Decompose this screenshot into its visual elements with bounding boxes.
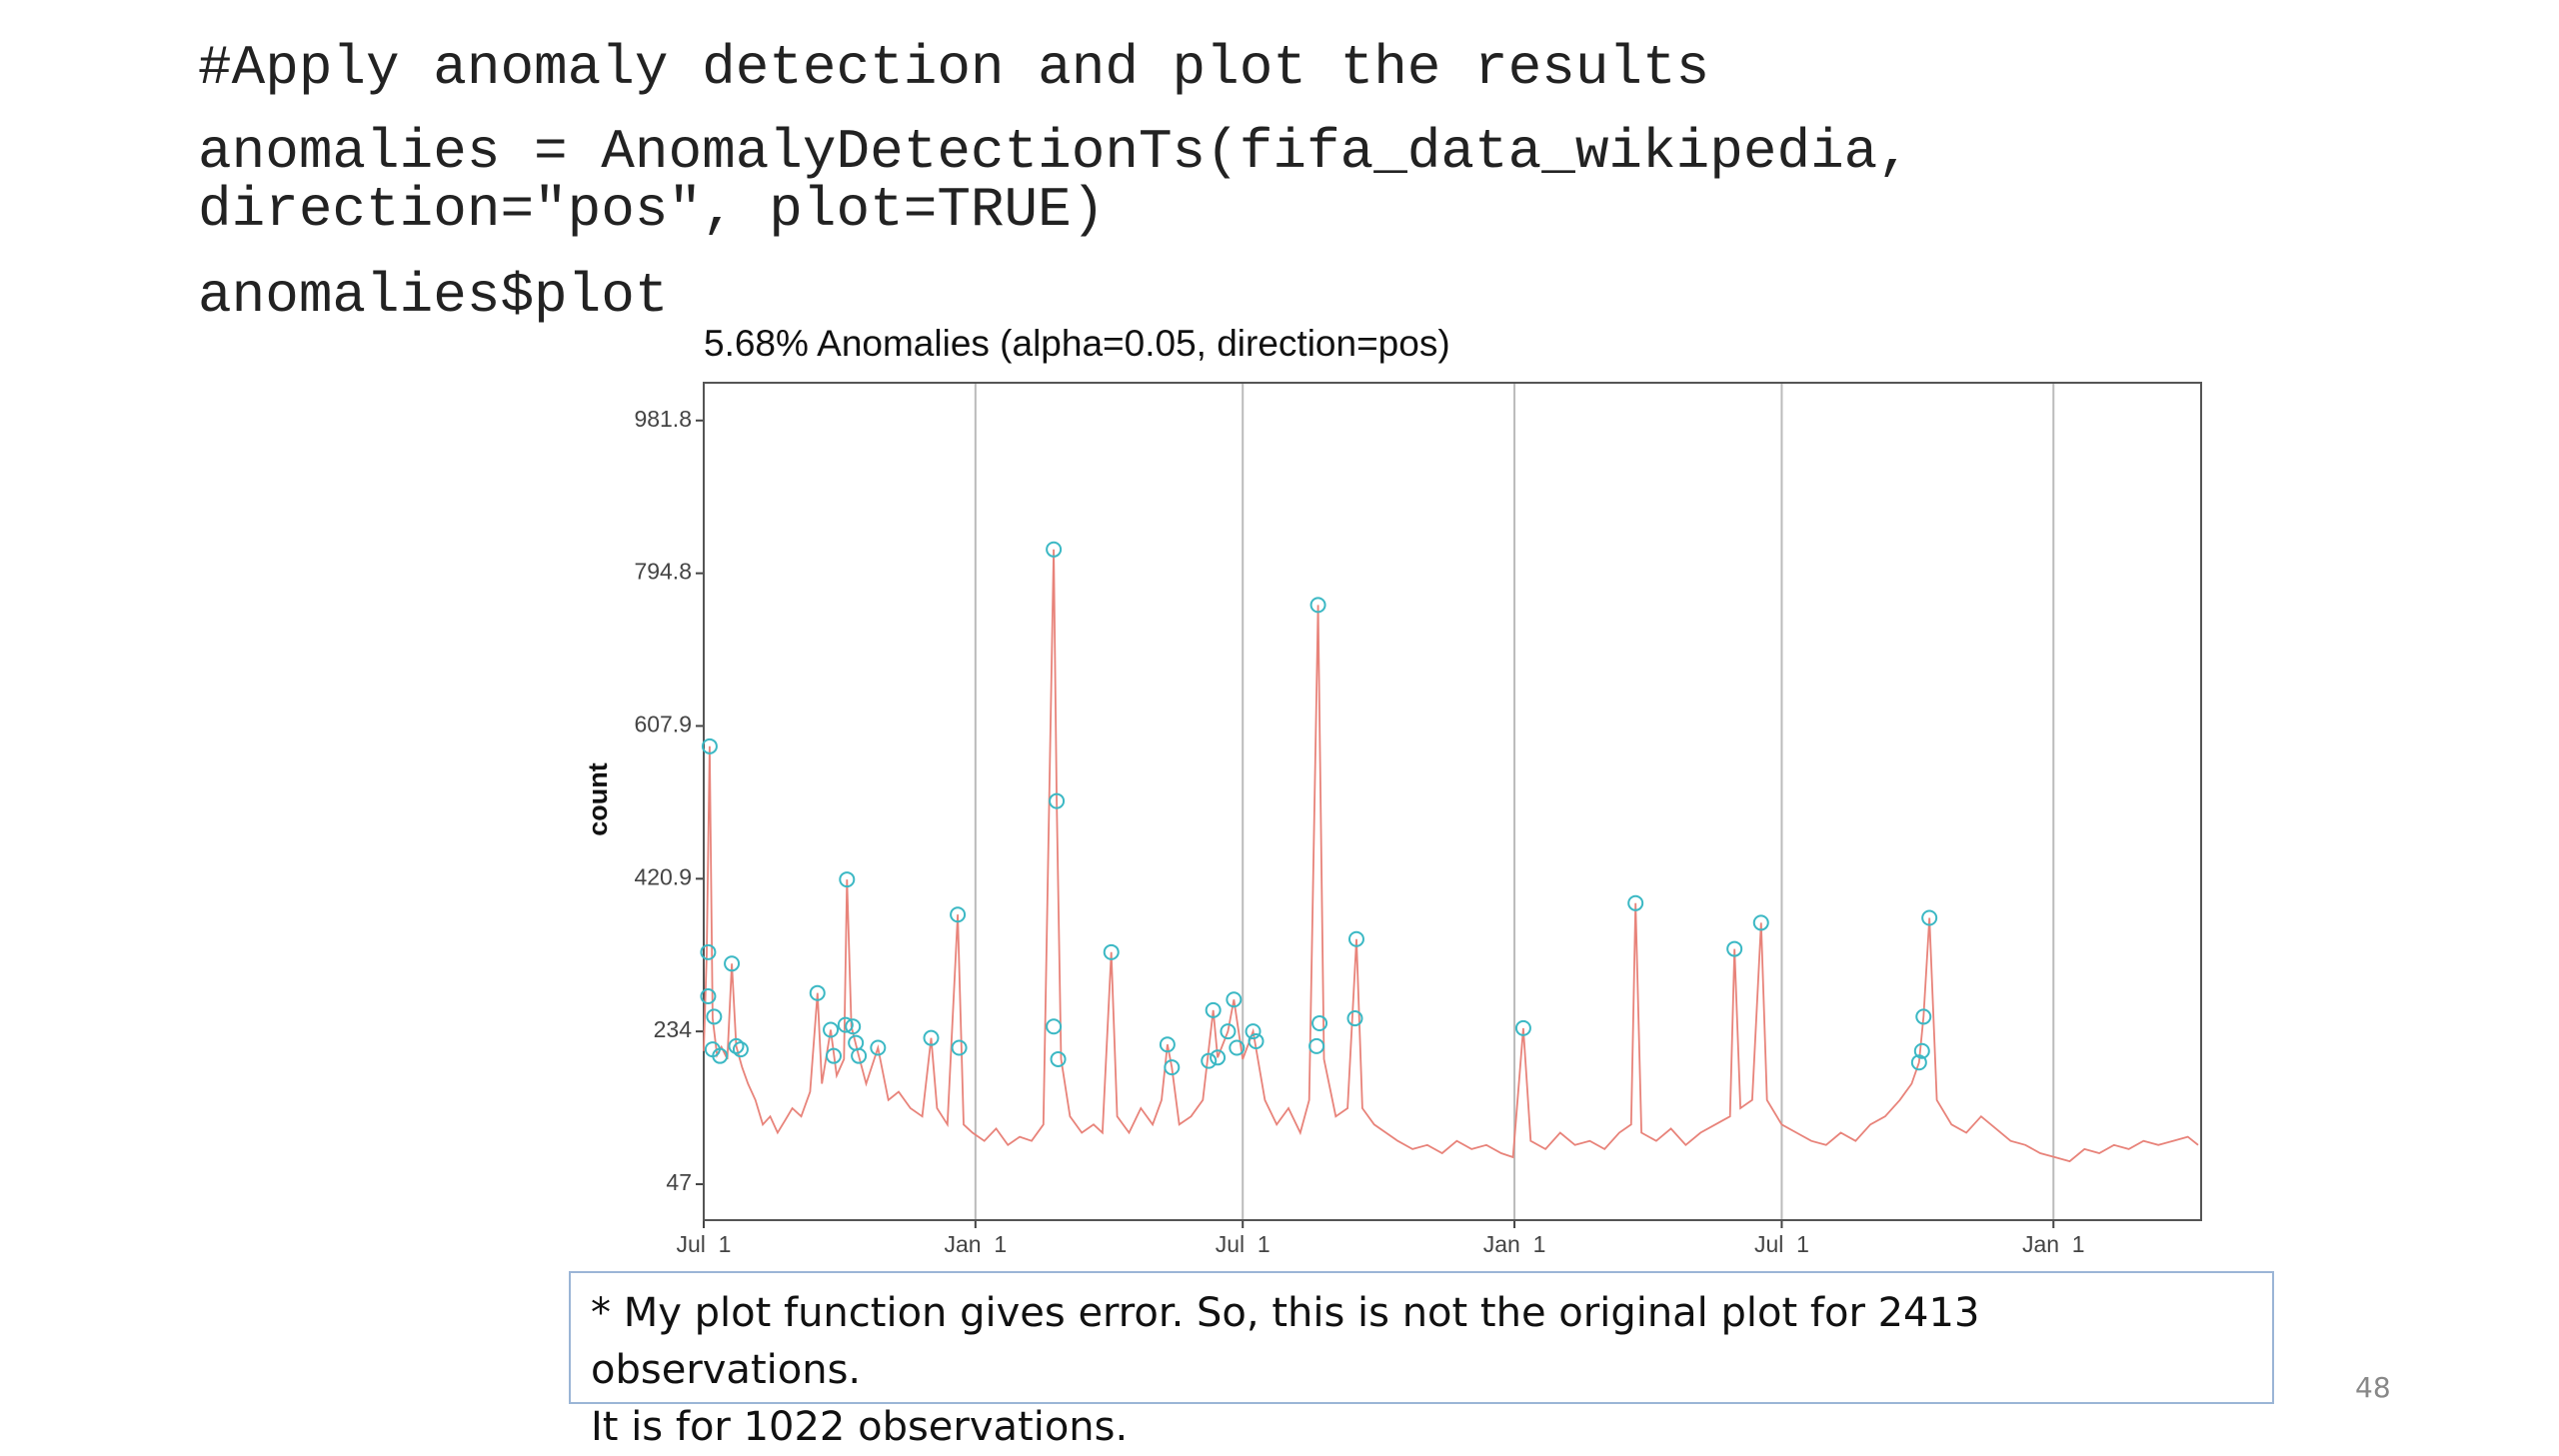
anomaly-point [1921,909,1938,926]
anomaly-point [1245,1023,1262,1040]
chart-title: 5.68% Anomalies (alpha=0.05, direction=p… [704,323,1450,364]
anomaly-point [706,1008,723,1025]
y-tick-label: 981.8 [634,406,692,432]
anomaly-point [951,1039,968,1056]
anomaly-point [1248,1032,1265,1049]
anomaly-point [809,984,826,1001]
anomaly-point [1201,1052,1218,1069]
anomaly-point [826,1047,843,1064]
anomaly-point [1159,1036,1176,1053]
x-tick-label: Jul 1 [1754,1231,1809,1257]
x-tick-label: Jul 1 [677,1231,732,1257]
anomaly-point [923,1029,940,1046]
anomaly-point [823,1021,840,1038]
anomaly-point [1050,1050,1067,1067]
code-line: #Apply anomaly detection and plot the re… [198,36,1710,100]
anomaly-point [1726,940,1743,957]
anomaly-point [1910,1054,1927,1071]
anomaly-point [1752,914,1769,931]
anomaly-point [712,1047,729,1064]
note-box: * My plot function gives error. So, this… [569,1271,2274,1450]
y-tick-label: 794.8 [634,559,692,585]
anomaly-point [701,737,718,754]
anomaly-point [950,906,967,923]
code-line: anomalies$plot [198,264,669,328]
x-tick-label: Jan 1 [2022,1231,2085,1257]
anomaly-point [1049,792,1066,809]
anomaly-point [1346,1010,1363,1027]
anomaly-point [1308,1037,1325,1054]
anomaly-point [700,943,717,960]
y-tick-label: 234 [654,1016,693,1042]
anomaly-point [845,1018,862,1035]
anomaly-point [1627,894,1644,911]
anomaly-point [1226,991,1243,1008]
anomaly-point [1915,1008,1932,1025]
anomaly-point [1347,930,1364,947]
code-line: anomalies = AnomalyDetectionTs(fifa_data… [198,120,1911,184]
y-tick-label: 420.9 [634,863,692,889]
y-axis-label: count [583,762,613,836]
anomaly-point [1229,1039,1246,1056]
anomaly-point [1210,1049,1227,1066]
anomaly-point [1103,943,1120,960]
x-tick-label: Jan 1 [1483,1231,1546,1257]
code-line: direction="pos", plot=TRUE) [198,178,1106,242]
anomaly-point [870,1039,887,1056]
anomaly-point [732,1041,749,1058]
y-tick-label: 607.9 [634,712,692,737]
anomaly-point [724,955,741,972]
note-line: * My plot function gives error. So, this… [591,1290,1980,1393]
anomaly-point [1514,1019,1531,1036]
series-line [703,549,2199,1163]
plot-frame [703,382,2202,1221]
anomaly-point [1164,1059,1181,1076]
page-number: 48 [2355,1371,2391,1404]
anomaly-point [1046,541,1063,558]
anomaly-point [1309,597,1326,614]
anomaly-point [837,1016,854,1033]
anomaly-point [1220,1023,1237,1040]
note-line: It is for 1022 observations. [591,1404,1129,1450]
anomaly-point [728,1037,745,1054]
anomaly-point [1311,1014,1328,1031]
y-tick-label: 47 [666,1169,692,1195]
anomaly-point [700,987,717,1004]
anomaly-point [839,871,856,888]
anomaly-point [1046,1018,1063,1035]
x-tick-label: Jul 1 [1216,1231,1271,1257]
anomaly-point [1205,1001,1222,1018]
anomaly-point [851,1047,868,1064]
x-tick-label: Jan 1 [944,1231,1007,1257]
anomaly-point [1913,1042,1930,1059]
